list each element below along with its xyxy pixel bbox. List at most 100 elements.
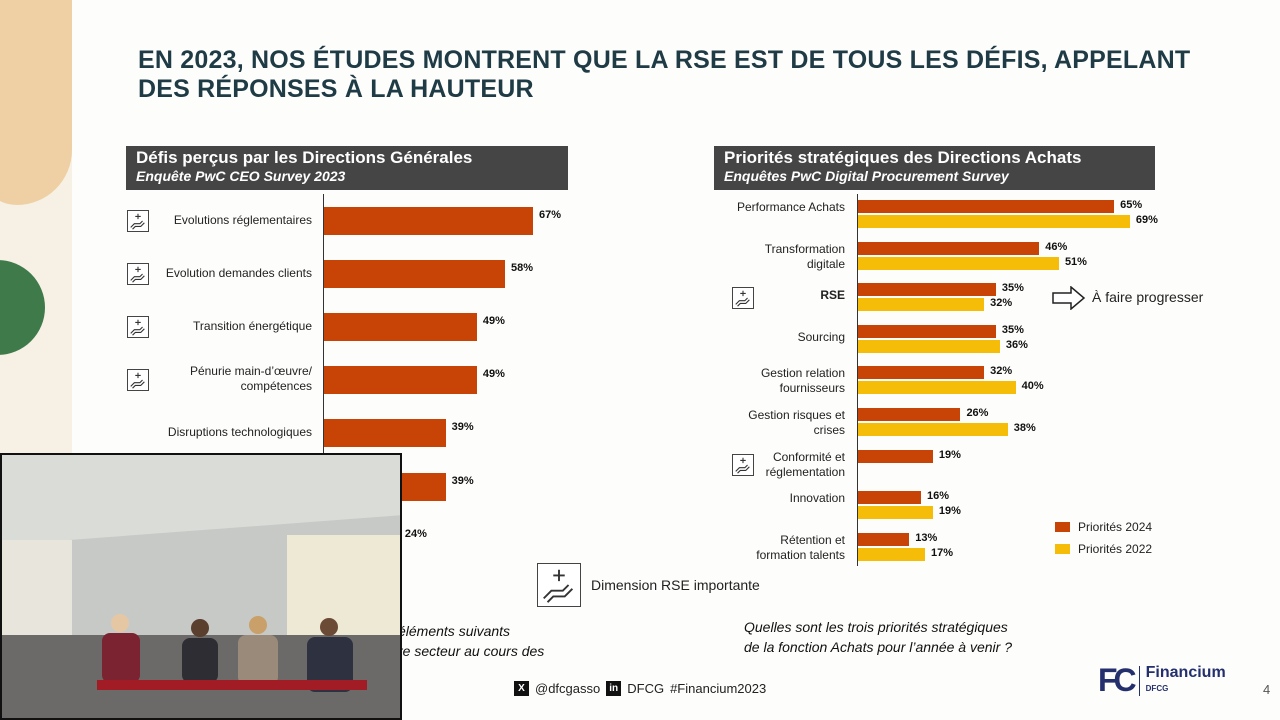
bar — [858, 298, 985, 312]
category-label: Evolution demandes clients — [165, 266, 312, 281]
x-icon: X — [514, 681, 529, 696]
bar — [324, 207, 534, 235]
right-axis — [857, 194, 858, 566]
category-label: Evolutions réglementaires — [173, 213, 312, 227]
data-label: 39% — [451, 421, 474, 434]
data-label: 38% — [1013, 422, 1036, 434]
data-label: 19% — [938, 505, 961, 518]
data-label: 24% — [404, 527, 427, 540]
data-label: 32% — [990, 365, 1013, 378]
data-label: 16% — [927, 490, 950, 503]
left-axis — [323, 194, 324, 564]
left-question: éléments suivants re secteur au cours des — [398, 621, 544, 661]
financium-logo: FC Financium DFCG — [1098, 662, 1226, 699]
bar — [324, 419, 446, 448]
category-label: Pénurie main-d’œuvre/ compétences — [189, 364, 312, 394]
legend-swatch — [1055, 544, 1070, 554]
hashtag: #Financium2023 — [670, 681, 767, 696]
bar — [858, 491, 922, 505]
category-label: Performance Achats — [736, 200, 845, 214]
category-label: Transformation digitale — [764, 241, 845, 271]
logo-mark: FC — [1098, 662, 1137, 698]
bar — [324, 260, 505, 289]
bar — [858, 547, 925, 561]
category-label: Gestion risques et crises — [748, 408, 845, 437]
category-label: Innovation — [789, 491, 845, 506]
bar — [858, 283, 996, 297]
data-label: 46% — [1045, 240, 1068, 253]
hand-plus-icon — [537, 563, 581, 607]
right-chart-title: Priorités stratégiques des Directions Ac… — [724, 148, 1082, 167]
data-label: 36% — [1005, 338, 1028, 351]
bar — [858, 532, 910, 546]
legend-label: Priorités 2022 — [1078, 542, 1153, 556]
hand-plus-icon — [732, 453, 754, 476]
data-label: 17% — [930, 546, 953, 559]
data-label: 35% — [1001, 323, 1024, 336]
logo-name: Financium — [1145, 663, 1226, 681]
hand-plus-icon — [732, 287, 754, 310]
linkedin-handle: DFCG — [627, 681, 665, 696]
bar — [858, 366, 985, 380]
right-question: Quelles sont les trois priorités stratég… — [744, 617, 1012, 657]
legend-2024: Priorités 2024 — [1055, 520, 1152, 534]
bar — [858, 449, 933, 463]
logo-sub: DFCG — [1145, 683, 1169, 693]
left-chart-title: Défis perçus par les Directions Générale… — [136, 148, 473, 167]
right-chart-subtitle: Enquêtes PwC Digital Procurement Survey — [724, 168, 1009, 184]
data-label: 58% — [510, 262, 533, 275]
hand-plus-icon — [127, 263, 149, 286]
arrow-right-icon — [1052, 286, 1086, 310]
bar — [858, 215, 1130, 228]
category-label: RSE — [820, 288, 845, 303]
decor-blob — [0, 0, 72, 205]
bar — [858, 423, 1008, 436]
slide-title: EN 2023, NOS ÉTUDES MONTRENT QUE LA RSE … — [138, 46, 1191, 103]
hand-plus-icon — [127, 369, 149, 392]
bar — [858, 241, 1040, 255]
data-label: 19% — [938, 448, 961, 461]
note-line: Quelles sont les trois priorités stratég… — [744, 619, 1008, 635]
data-label: 69% — [1135, 214, 1158, 226]
data-label: 26% — [966, 407, 989, 419]
category-label: Rétention et formation talents — [756, 532, 845, 562]
data-label: 39% — [451, 474, 474, 487]
data-label: 35% — [1001, 282, 1024, 295]
bar — [858, 381, 1016, 395]
hand-plus-icon — [127, 316, 149, 339]
category-label: Sourcing — [797, 329, 845, 344]
bar — [858, 324, 996, 338]
legend-2022: Priorités 2022 — [1055, 542, 1152, 556]
speaker-video[interactable] — [0, 453, 402, 720]
right-chart-header: Priorités stratégiques des Directions Ac… — [714, 146, 1155, 190]
category-label: Disruptions technologiques — [167, 425, 312, 440]
bar — [858, 339, 1000, 353]
data-label: 51% — [1064, 255, 1087, 268]
bar — [324, 366, 477, 395]
linkedin-icon: in — [606, 681, 622, 696]
legend-label: Priorités 2024 — [1078, 520, 1153, 534]
bar — [858, 256, 1059, 270]
arrow-label: À faire progresser — [1092, 289, 1204, 305]
category-label: Transition énergétique — [193, 319, 312, 334]
data-label: 13% — [915, 531, 938, 544]
footer-social: X @dfcgasso in DFCG #Financium2023 — [514, 681, 766, 696]
data-label: 49% — [482, 368, 505, 381]
page-number: 4 — [1263, 682, 1271, 697]
bar — [858, 408, 961, 421]
note-line: re secteur au cours des — [398, 643, 545, 659]
hand-plus-icon — [127, 210, 149, 232]
note-line: éléments suivants — [398, 623, 511, 639]
bar — [858, 506, 933, 520]
rse-legend-label: Dimension RSE importante — [591, 577, 760, 593]
video-scene — [2, 455, 400, 718]
data-label: 32% — [990, 297, 1013, 310]
note-line: de la fonction Achats pour l’année à ven… — [744, 639, 1012, 655]
category-label: Gestion relation fournisseurs — [760, 366, 845, 396]
category-label: Conformité et réglementation — [765, 449, 845, 479]
bar — [858, 200, 1115, 213]
left-chart-subtitle: Enquête PwC CEO Survey 2023 — [136, 168, 346, 184]
data-label: 65% — [1120, 199, 1143, 211]
data-label: 49% — [482, 315, 505, 328]
twitter-handle: @dfcgasso — [535, 681, 601, 696]
